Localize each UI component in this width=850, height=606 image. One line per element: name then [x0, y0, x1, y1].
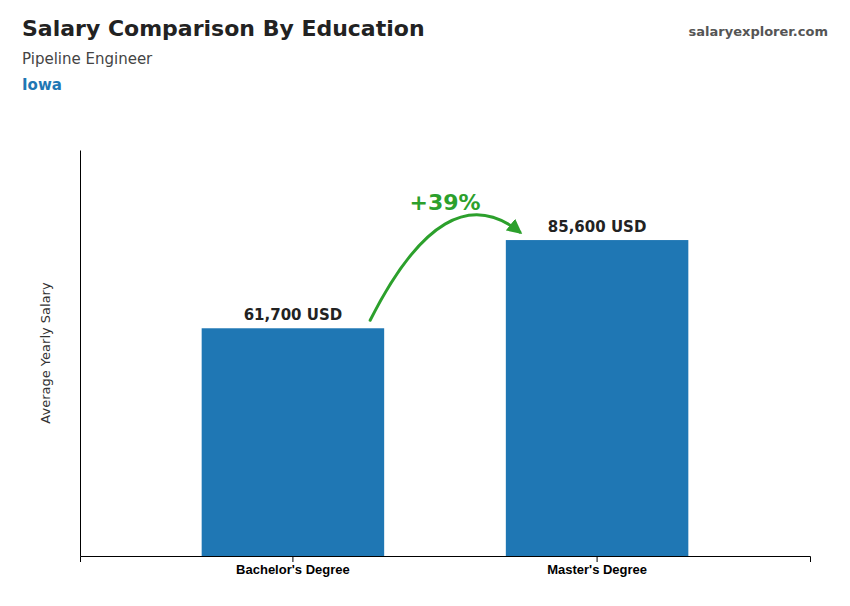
x-tick-label: Master's Degree [547, 562, 647, 577]
x-tick-label: Bachelor's Degree [236, 562, 350, 577]
x-tick: Master's Degree [547, 556, 647, 577]
change-arrow [370, 215, 520, 321]
x-tick-mark [597, 556, 598, 562]
x-tick: Bachelor's Degree [236, 556, 350, 577]
data-labels: 61,700 USD 85,600 USD [244, 218, 647, 324]
subtitle: Pipeline Engineer [22, 50, 153, 68]
y-axis [80, 151, 81, 557]
location: Iowa [22, 76, 62, 94]
data-label: 61,700 USD [244, 306, 343, 324]
change-label: +39% [409, 190, 480, 215]
plot: Bachelor's Degree Master's Degree 61,700 U… [81, 151, 811, 578]
x-axis: Bachelor's Degree Master's Degree [81, 556, 811, 577]
title: Salary Comparison By Education [22, 16, 425, 41]
bars [202, 240, 689, 556]
y-axis-title: Average Yearly Salary [38, 282, 53, 424]
x-axis-line [81, 557, 811, 563]
y-axis-line [80, 151, 81, 557]
x-tick-mark [292, 556, 293, 562]
brand: salaryexplorer.com [689, 24, 828, 39]
data-label: 85,600 USD [548, 218, 647, 236]
chart: Salary Comparison By Education Pipeline E… [0, 0, 850, 606]
bar [506, 240, 689, 556]
bar [202, 328, 385, 556]
